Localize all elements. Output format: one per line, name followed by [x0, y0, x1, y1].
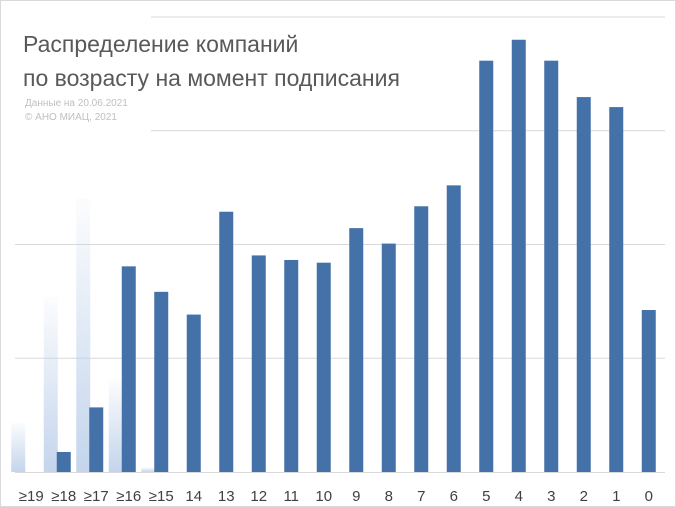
- bar-6: [219, 211, 234, 473]
- bar-8: [284, 259, 299, 472]
- x-tick-label-19: 0: [645, 488, 653, 505]
- x-tick-label-13: 6: [450, 488, 458, 505]
- x-tick-label-6: 13: [218, 488, 235, 505]
- x-tick-label-8: 11: [283, 488, 299, 505]
- x-tick-label-10: 9: [352, 488, 360, 505]
- x-tick-label-7: 12: [250, 488, 267, 505]
- bar-3: [121, 266, 136, 472]
- x-tick-label-9: 10: [315, 488, 332, 505]
- x-tick-label-4: ≥15: [149, 488, 174, 505]
- bar-18: [609, 107, 624, 472]
- ghost-bar-1: [43, 297, 58, 472]
- bar-5: [186, 314, 201, 472]
- x-tick-label-18: 1: [612, 488, 620, 505]
- chart-title-line-2: по возрасту на момент подписания: [23, 65, 400, 91]
- bar-12: [414, 206, 429, 472]
- x-tick-label-12: 7: [417, 488, 425, 505]
- x-tick-label-1: ≥18: [51, 488, 76, 505]
- bar-1: [56, 451, 71, 472]
- bar-17: [576, 97, 591, 472]
- x-tick-label-14: 5: [482, 488, 490, 505]
- bar-13: [446, 185, 461, 472]
- x-tick-label-16: 3: [547, 488, 555, 505]
- bar-14: [479, 60, 494, 473]
- chart-title-line-1: Распределение компаний: [23, 31, 299, 57]
- bar-4: [154, 291, 169, 472]
- ghost-bar-3: [108, 380, 123, 472]
- chart-source-note: Данные на 20.06.2021 © АНО МИАЦ, 2021: [25, 97, 128, 125]
- x-tick-label-0: ≥19: [19, 488, 44, 505]
- bar-7: [251, 255, 266, 472]
- x-tick-label-5: 14: [185, 488, 202, 505]
- source-date: Данные на 20.06.2021: [25, 98, 128, 109]
- x-tick-label-17: 2: [580, 488, 588, 505]
- bar-11: [381, 243, 396, 472]
- bar-19: [641, 310, 656, 472]
- ghost-bar-2: [76, 198, 91, 472]
- bar-16: [544, 60, 559, 473]
- bar-9: [316, 262, 331, 472]
- source-copyright: © АНО МИАЦ, 2021: [25, 112, 117, 123]
- bar-15: [511, 39, 526, 472]
- x-tick-label-15: 4: [515, 488, 523, 505]
- x-tick-label-2: ≥17: [84, 488, 109, 505]
- chart-title: Распределение компаний по возрасту на мо…: [23, 27, 400, 95]
- bar-2: [89, 407, 104, 472]
- x-tick-label-3: ≥16: [116, 488, 141, 505]
- ghost-bar-4: [141, 467, 156, 472]
- ghost-bar-0: [11, 422, 26, 472]
- x-tick-label-11: 8: [385, 488, 393, 505]
- bar-10: [349, 228, 364, 472]
